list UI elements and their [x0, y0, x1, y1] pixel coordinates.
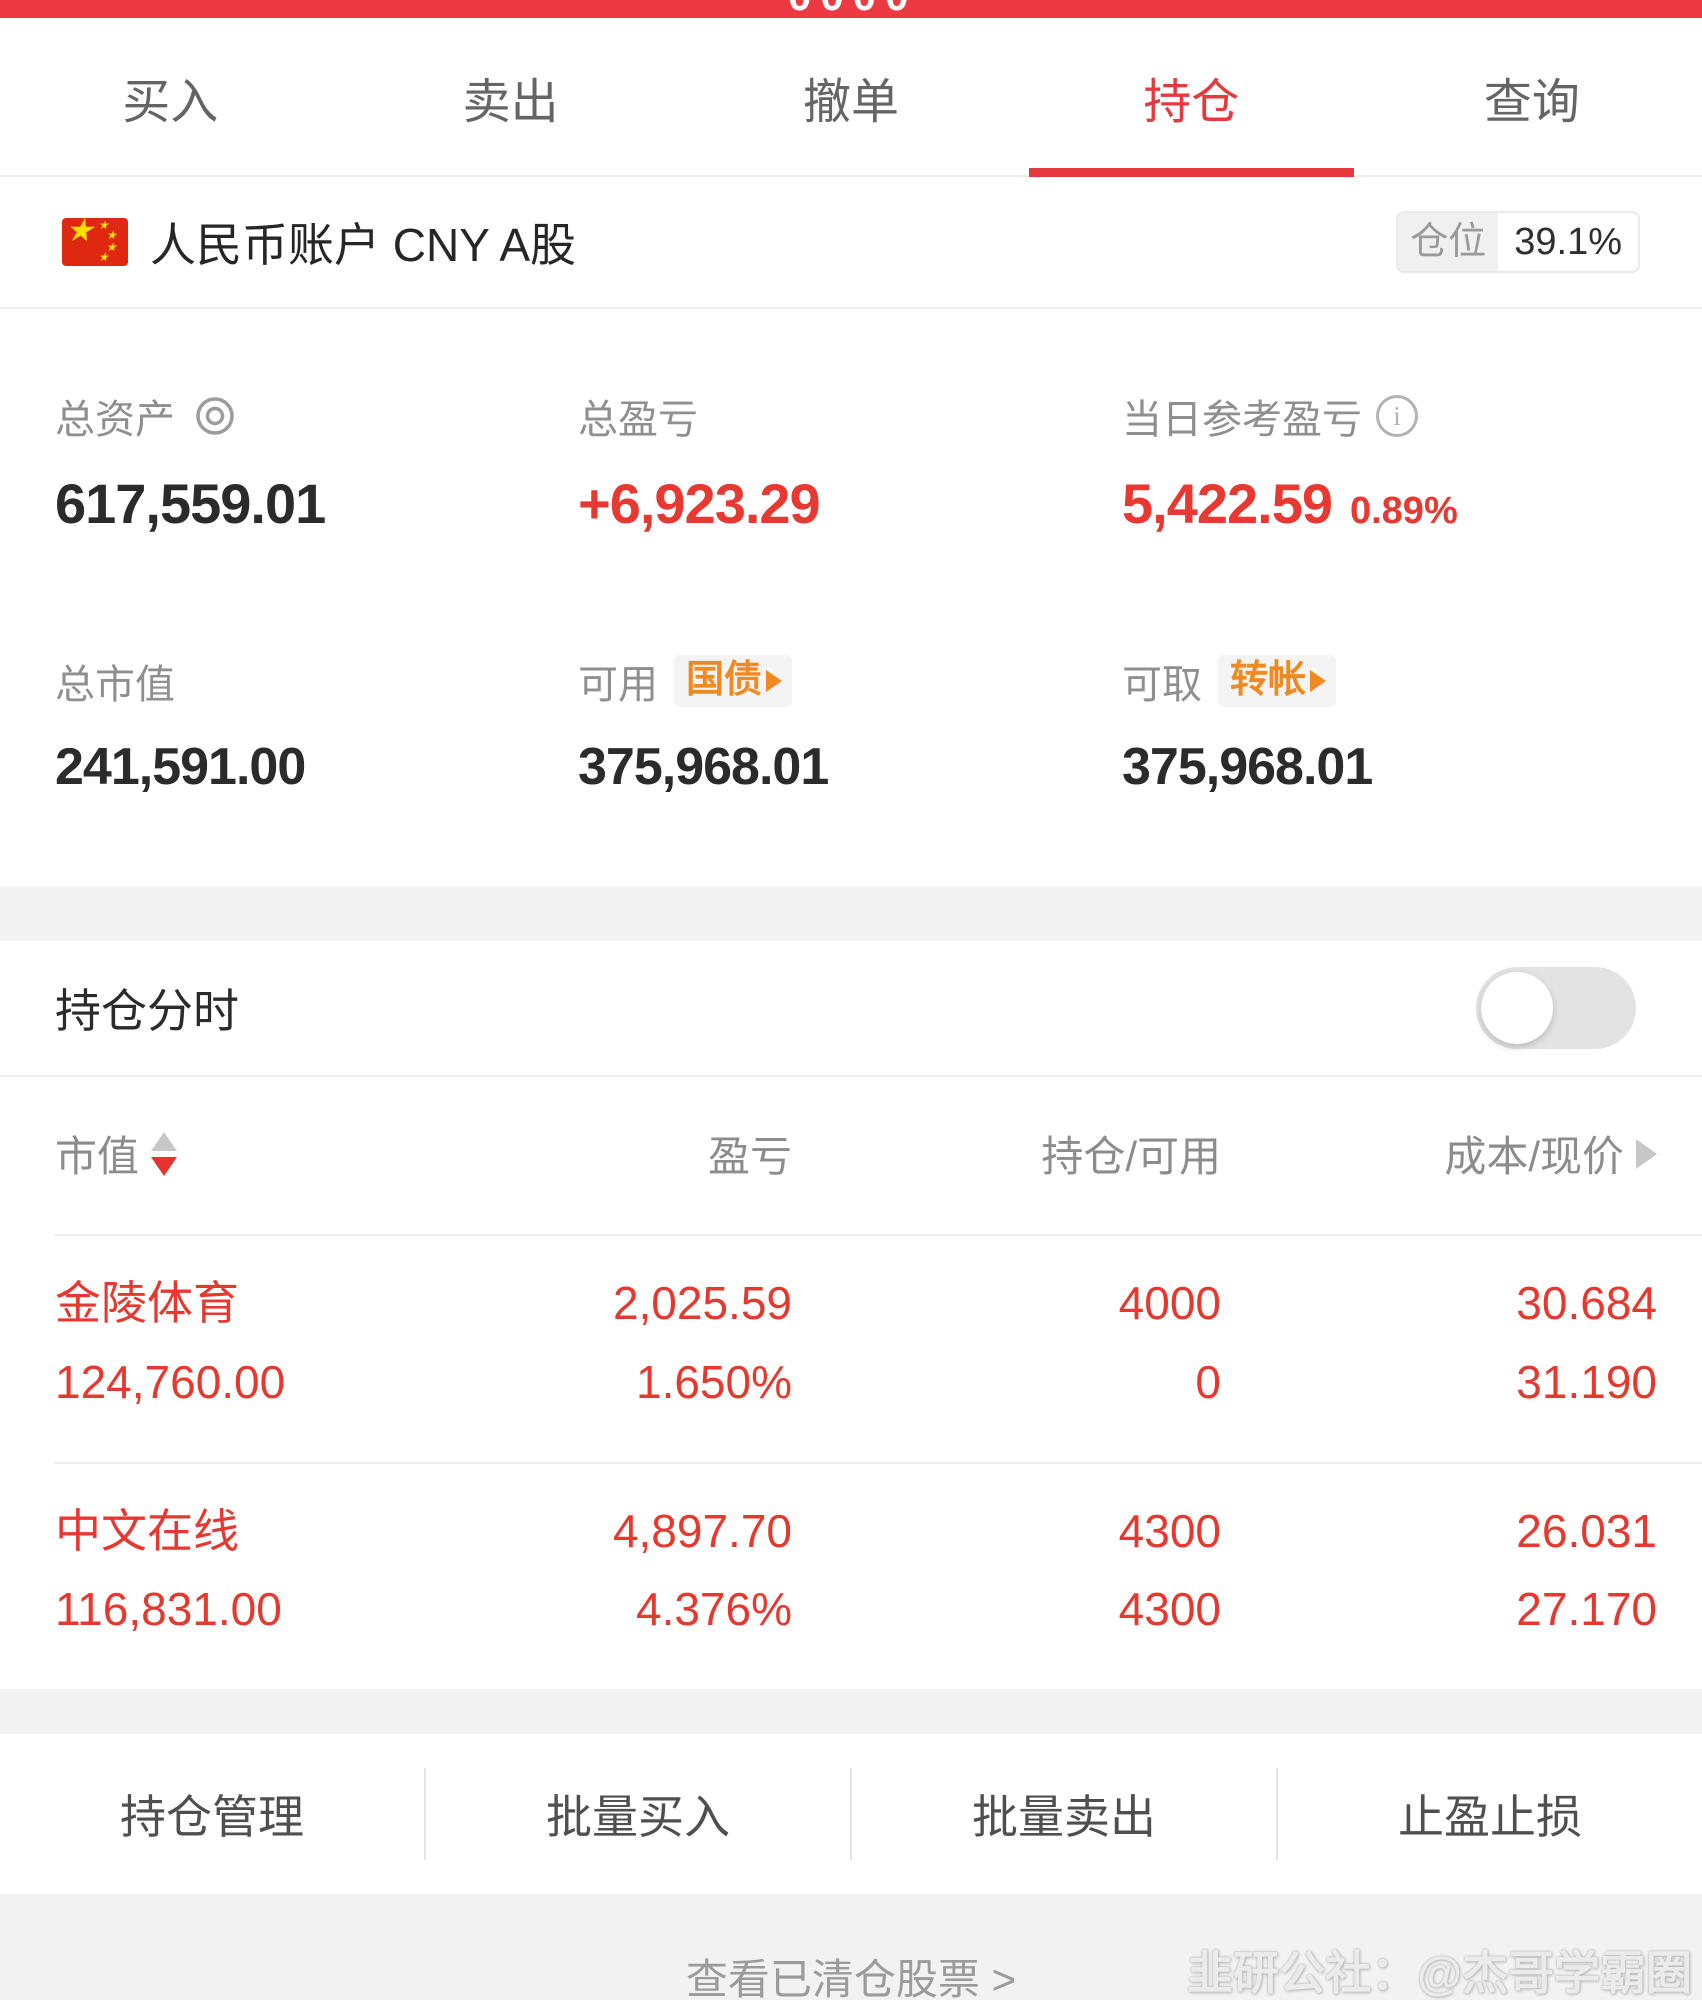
- tab-query[interactable]: 查询: [1483, 75, 1580, 129]
- stat-withdrawable: 可取 转帐 375,968.01: [1067, 652, 1702, 795]
- stock-pnl-pct: 1.650%: [635, 1355, 792, 1408]
- divider: [424, 1767, 426, 1860]
- available-value: 375,968.01: [578, 737, 829, 796]
- stat-day-pnl: 当日参考盈亏 5,422.59 0.89%: [1067, 387, 1702, 534]
- day-pnl-percent: 0.89%: [1349, 490, 1458, 532]
- stat-total-assets: 总资产 617,559.01: [0, 387, 523, 534]
- available-label: 可用: [578, 662, 658, 707]
- position-value: 39.1%: [1498, 213, 1638, 271]
- batch-buy-button[interactable]: 批量买入: [546, 1790, 730, 1843]
- total-pnl-label: 总盈亏: [578, 398, 698, 442]
- watermark-text: 韭研公社：@杰哥学霸圈: [1187, 1946, 1692, 1999]
- section-divider-band: [0, 1688, 1702, 1734]
- tab-cancel-order[interactable]: 撤单: [803, 75, 900, 129]
- batch-sell-button[interactable]: 批量卖出: [972, 1790, 1156, 1843]
- stats-row-1: 总资产 617,559.01 总盈亏 +6,923.29: [0, 387, 1702, 534]
- section-divider-band: [0, 886, 1702, 942]
- stock-pnl: 4,897.70: [612, 1504, 792, 1557]
- treasury-bond-badge[interactable]: 国债: [674, 654, 793, 707]
- position-badge: 仓位 39.1%: [1396, 211, 1640, 273]
- header-cost-price[interactable]: 成本/现价: [1221, 1123, 1657, 1184]
- view-cleared-stocks-link[interactable]: 查看已清仓股票 >: [685, 1955, 1017, 2000]
- stat-total-market-value: 总市值 241,591.00: [0, 652, 523, 795]
- day-pnl-label: 当日参考盈亏: [1122, 398, 1362, 442]
- stock-pnl: 2,025.59: [612, 1277, 792, 1330]
- stock-cost: 30.684: [1516, 1277, 1657, 1330]
- divider: [55, 1461, 1702, 1464]
- day-pnl-value: 5,422.59: [1122, 472, 1333, 535]
- stats-panel: 总资产 617,559.01 总盈亏 +6,923.29: [0, 309, 1702, 886]
- sort-arrows-icon: [151, 1131, 178, 1176]
- divider: [850, 1767, 852, 1860]
- stock-price: 27.170: [1516, 1583, 1657, 1636]
- holding-row-chinese-online[interactable]: 中文在线 116,831.00 4,897.70 4.376% 4300 430…: [0, 1464, 1702, 1689]
- holdings-intraday-row: 持仓分时: [0, 941, 1702, 1078]
- divider: [1276, 1767, 1278, 1860]
- withdrawable-value: 375,968.01: [1122, 737, 1373, 796]
- info-icon[interactable]: [1376, 395, 1418, 437]
- total-assets-label: 总资产: [55, 398, 175, 442]
- header-position-available: 持仓/可用: [1041, 1133, 1221, 1181]
- right-triangle-icon: [1310, 669, 1327, 692]
- tab-bar: 买入 卖出 撤单 持仓 查询: [0, 18, 1702, 177]
- china-flag-icon: [62, 218, 128, 266]
- column-switch-arrow-icon: [1636, 1138, 1657, 1169]
- stop-profit-loss-button[interactable]: 止盈止损: [1398, 1790, 1582, 1843]
- stat-available: 可用 国债 375,968.01: [523, 652, 1067, 795]
- stock-available: 0: [1195, 1355, 1221, 1408]
- footer: 查看已清仓股票 > 韭研公社：@杰哥学霸圈: [0, 1893, 1702, 2000]
- header-pnl: 盈亏: [707, 1133, 792, 1181]
- tab-buy[interactable]: 买入: [122, 75, 219, 129]
- toggle-knob: [1481, 972, 1553, 1045]
- stock-name: 金陵体育: [55, 1277, 239, 1330]
- eye-icon[interactable]: [189, 393, 241, 439]
- manage-holdings-button[interactable]: 持仓管理: [120, 1790, 304, 1843]
- withdrawable-label: 可取: [1122, 662, 1202, 707]
- holding-row-jinling-sports[interactable]: 金陵体育 124,760.00 2,025.59 1.650% 4000 0 3…: [0, 1236, 1702, 1461]
- total-market-value-label: 总市值: [55, 662, 175, 707]
- holdings-table: 市值 盈亏 持仓/可用 成本/现价 金陵体育 124,760.00 2,025.…: [0, 1077, 1702, 1688]
- stats-row-2: 总市值 241,591.00 可用 国债 375,968.01 可取 转帐: [0, 652, 1702, 795]
- account-title: 人民币账户 CNY A股: [150, 219, 576, 271]
- stock-name: 中文在线: [55, 1504, 239, 1557]
- total-pnl-value: +6,923.29: [578, 472, 821, 535]
- divider: [55, 1234, 1702, 1237]
- position-label: 仓位: [1398, 213, 1499, 271]
- header-market-value-sort[interactable]: 市值: [55, 1123, 400, 1184]
- bottom-action-bar: 持仓管理 批量买入 批量卖出 止盈止损: [0, 1733, 1702, 1894]
- stock-position: 4000: [1118, 1277, 1221, 1330]
- account-row[interactable]: 人民币账户 CNY A股 仓位 39.1%: [0, 177, 1702, 309]
- stock-market-value: 116,831.00: [55, 1583, 282, 1636]
- stock-market-value: 124,760.00: [55, 1355, 286, 1408]
- stock-pnl-pct: 4.376%: [635, 1583, 792, 1636]
- right-triangle-icon: [766, 669, 783, 692]
- stock-cost: 26.031: [1516, 1504, 1657, 1557]
- holdings-intraday-label: 持仓分时: [55, 985, 239, 1038]
- total-assets-value: 617,559.01: [55, 472, 326, 535]
- transfer-badge[interactable]: 转帐: [1218, 654, 1337, 707]
- total-market-value-value: 241,591.00: [55, 737, 306, 796]
- stock-position: 4300: [1118, 1504, 1221, 1557]
- holdings-table-header: 市值 盈亏 持仓/可用 成本/现价: [0, 1077, 1702, 1234]
- stock-available: 4300: [1118, 1583, 1221, 1636]
- tab-holdings[interactable]: 持仓: [1021, 18, 1361, 177]
- tab-sell[interactable]: 卖出: [462, 75, 559, 129]
- stock-price: 31.190: [1516, 1355, 1657, 1408]
- stat-total-pnl: 总盈亏 +6,923.29: [523, 387, 1067, 534]
- intraday-toggle[interactable]: [1476, 967, 1636, 1050]
